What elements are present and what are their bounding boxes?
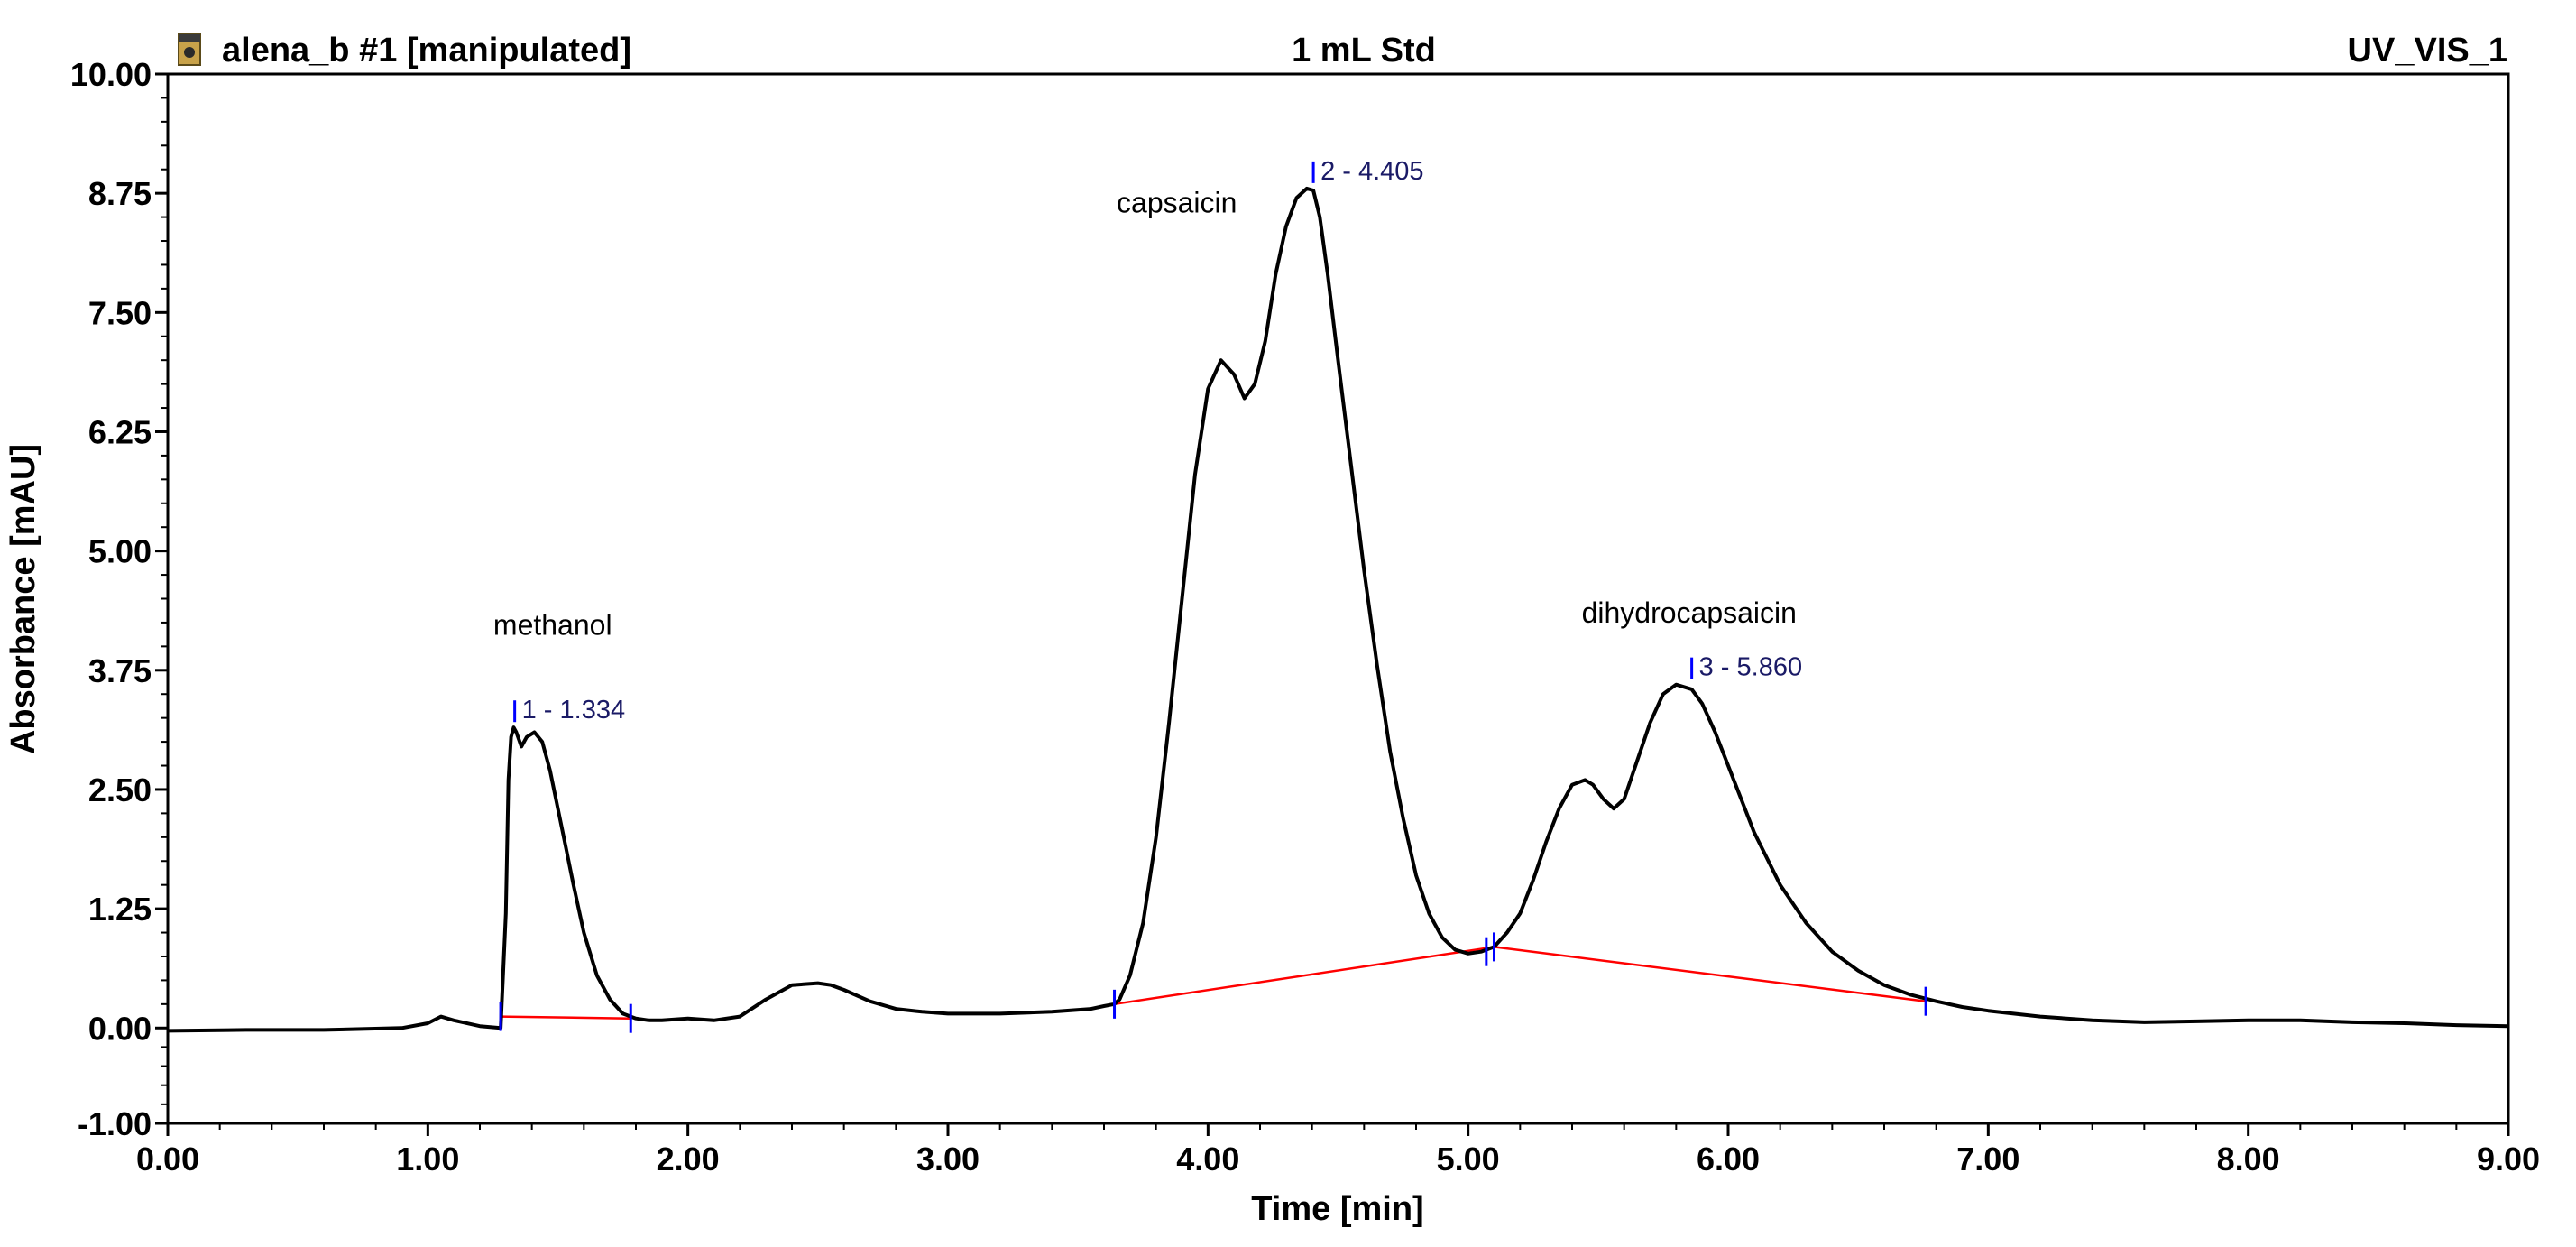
method-title: 1 mL Std — [1292, 32, 1436, 69]
y-tick-label: 5.00 — [88, 533, 152, 570]
compound-label: dihydrocapsaicin — [1582, 596, 1797, 629]
y-tick-label: 0.00 — [88, 1010, 152, 1047]
y-tick-label: -1.00 — [78, 1105, 152, 1142]
y-axis: -1.00 0.00 1.25 2.50 3.75 5.00 6.25 7.50 8.75 10.… — [70, 56, 168, 1142]
integration-baseline — [1114, 946, 1927, 1006]
peak-label: 1 - 1.334 — [522, 696, 625, 725]
compound-label: capsaicin — [1117, 186, 1237, 218]
x-tick-label: 5.00 — [1437, 1141, 1500, 1178]
sample-title: alena_b #1 [manipulated] — [222, 32, 631, 69]
x-tick-label: 2.00 — [657, 1141, 720, 1178]
x-tick-label: 1.00 — [396, 1141, 459, 1178]
x-tick-label: 8.00 — [2217, 1141, 2280, 1178]
sample-icon — [178, 33, 201, 66]
peak-label: 2 - 4.405 — [1320, 157, 1423, 186]
header-bar: alena_b #1 [manipulated] 1 mL Std UV_VIS… — [178, 32, 2507, 69]
x-tick-label: 4.00 — [1176, 1141, 1239, 1178]
peak-markers: 1 - 1.334 2 - 4.405 3 - 5.860 — [499, 157, 1927, 1033]
channel-title: UV_VIS_1 — [2348, 32, 2507, 69]
x-tick-label: 0.00 — [136, 1141, 199, 1178]
compound-label: methanol — [493, 609, 612, 642]
x-tick-label: 3.00 — [916, 1141, 980, 1178]
integration-baselines — [501, 946, 1927, 1020]
y-tick-label: 10.00 — [70, 56, 152, 93]
y-axis-label: Absorbance [mAU] — [5, 444, 42, 754]
compound-annotations: methanol capsaicin dihydrocapsaicin — [493, 186, 1797, 641]
chromatogram-trace — [167, 186, 2509, 1033]
y-tick-label: 1.25 — [88, 891, 152, 928]
integration-baseline — [501, 1015, 631, 1020]
x-axis: 0.00 1.00 2.00 3.00 4.00 5.00 6.00 7.00 8.00 9.00 — [136, 1123, 2540, 1178]
y-tick-label: 8.75 — [88, 175, 152, 212]
x-axis-label: Time [min] — [1251, 1190, 1423, 1228]
x-tick-label: 9.00 — [2477, 1141, 2540, 1178]
x-tick-label: 7.00 — [1956, 1141, 2019, 1178]
y-tick-label: 2.50 — [88, 771, 152, 808]
y-tick-label: 7.50 — [88, 294, 152, 331]
y-tick-label: 6.25 — [88, 413, 152, 450]
x-tick-label: 6.00 — [1697, 1141, 1760, 1178]
plot-area — [166, 72, 2510, 1125]
y-tick-label: 3.75 — [88, 652, 152, 689]
peak-label: 3 - 5.860 — [1699, 653, 1802, 682]
